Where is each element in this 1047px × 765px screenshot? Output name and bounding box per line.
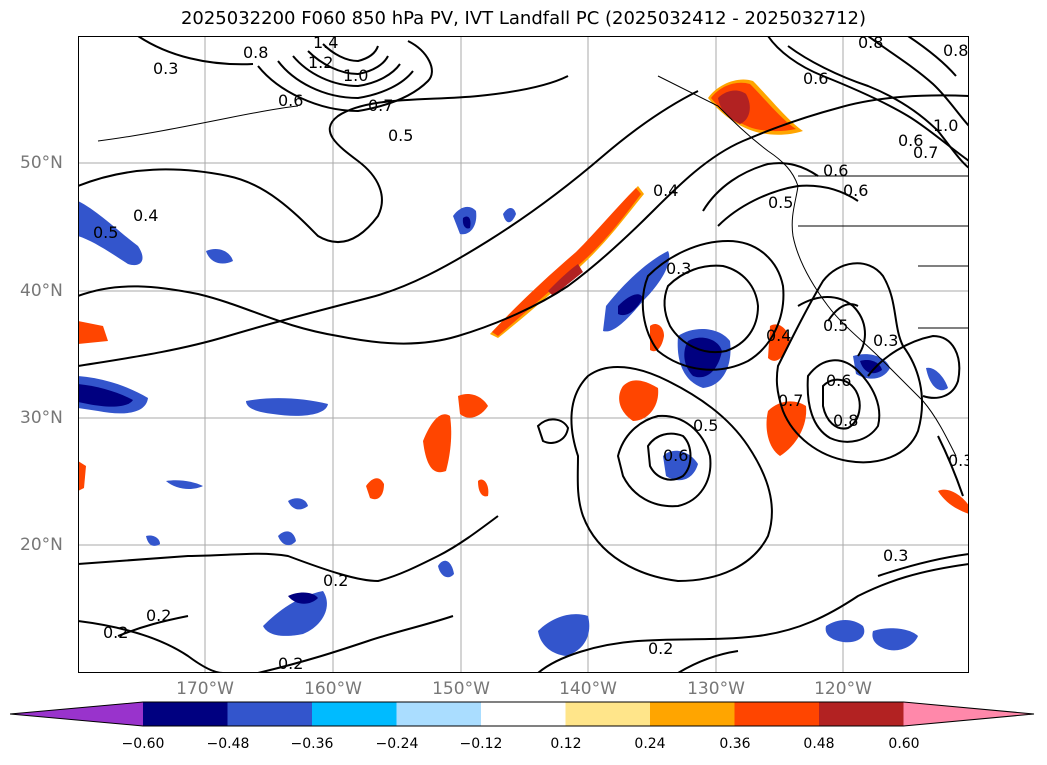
svg-text:0.3: 0.3 — [153, 59, 178, 78]
svg-text:0.6: 0.6 — [278, 91, 303, 110]
lon-label: 130°W — [687, 679, 745, 699]
svg-text:1.0: 1.0 — [933, 116, 958, 135]
svg-text:0.2: 0.2 — [146, 606, 171, 625]
colorbar-segment — [565, 702, 650, 726]
pv-negative-west — [78, 201, 143, 266]
svg-text:0.5: 0.5 — [823, 316, 848, 335]
svg-text:0.6: 0.6 — [898, 131, 923, 150]
svg-text:0.5: 0.5 — [693, 416, 718, 435]
pv-shading — [78, 79, 969, 656]
svg-text:0.2: 0.2 — [323, 571, 348, 590]
svg-text:0.6: 0.6 — [823, 161, 848, 180]
lon-label: 140°W — [559, 679, 617, 699]
colorbar-tick: −0.24 — [375, 736, 419, 752]
map-panel: 0.3 0.8 1.4 1.2 1.0 0.6 0.7 0.5 0.4 0.5 … — [78, 36, 969, 673]
colorbar-segment — [819, 702, 904, 726]
svg-text:0.3: 0.3 — [666, 259, 691, 278]
svg-text:0.3: 0.3 — [883, 546, 908, 565]
colorbar-tick: −0.48 — [206, 736, 250, 752]
colorbar-tick: 0.24 — [634, 736, 666, 752]
colorbar-tick: −0.12 — [459, 736, 503, 752]
map-title: 2025032200 F060 850 hPa PV, IVT Landfall… — [180, 8, 867, 29]
svg-text:0.2: 0.2 — [648, 639, 673, 658]
colorbar-segment — [734, 702, 819, 726]
svg-text:0.6: 0.6 — [803, 69, 828, 88]
svg-text:0.5: 0.5 — [388, 126, 413, 145]
svg-text:1.0: 1.0 — [343, 66, 368, 85]
svg-text:0.6: 0.6 — [826, 371, 851, 390]
svg-text:0.3: 0.3 — [873, 331, 898, 350]
lat-label: 50°N — [20, 153, 63, 173]
svg-text:0.4: 0.4 — [133, 206, 158, 225]
svg-text:0.4: 0.4 — [766, 326, 791, 345]
colorbar-segment — [143, 702, 228, 726]
colorbar-segment — [227, 702, 312, 726]
lon-label: 120°W — [814, 679, 872, 699]
svg-text:0.8: 0.8 — [858, 36, 883, 52]
svg-text:0.5: 0.5 — [768, 193, 793, 212]
svg-text:0.3: 0.3 — [948, 451, 969, 470]
lon-label: 150°W — [432, 679, 490, 699]
svg-text:0.8: 0.8 — [943, 41, 968, 60]
svg-text:0.6: 0.6 — [843, 181, 868, 200]
svg-text:1.4: 1.4 — [313, 36, 338, 52]
colorbar-segment — [481, 702, 566, 726]
colorbar-tick: 0.60 — [888, 736, 920, 752]
colorbar-segment — [312, 702, 397, 726]
colorbar-extend-high — [903, 702, 1034, 726]
colorbar-segment — [650, 702, 735, 726]
colorbar-extend-low — [10, 702, 143, 726]
colorbar — [10, 701, 1035, 727]
svg-text:0.7: 0.7 — [368, 96, 393, 115]
colorbar-tick: −0.60 — [121, 736, 165, 752]
svg-text:0.7: 0.7 — [913, 143, 938, 162]
coastlines — [97, 75, 969, 457]
lat-label: 20°N — [20, 535, 63, 555]
colorbar-tick: −0.36 — [290, 736, 334, 752]
lat-label: 40°N — [20, 281, 63, 301]
contour-labels: 0.3 0.8 1.4 1.2 1.0 0.6 0.7 0.5 0.4 0.5 … — [93, 36, 969, 673]
svg-text:0.4: 0.4 — [653, 181, 678, 200]
svg-text:0.8: 0.8 — [833, 411, 858, 430]
lat-label: 30°N — [20, 408, 63, 428]
colorbar-segment — [396, 702, 481, 726]
lon-label: 160°W — [304, 679, 362, 699]
svg-text:0.7: 0.7 — [778, 391, 803, 410]
svg-text:0.8: 0.8 — [243, 43, 268, 62]
svg-text:0.5: 0.5 — [93, 223, 118, 242]
colorbar-tick: 0.12 — [550, 736, 582, 752]
svg-text:0.2: 0.2 — [278, 654, 303, 673]
lon-label: 170°W — [176, 679, 234, 699]
svg-text:1.2: 1.2 — [308, 53, 333, 72]
contour-lines — [78, 36, 969, 673]
svg-text:0.2: 0.2 — [103, 623, 128, 642]
svg-text:0.6: 0.6 — [663, 446, 688, 465]
colorbar-tick: 0.36 — [719, 736, 751, 752]
colorbar-tick: 0.48 — [803, 736, 835, 752]
